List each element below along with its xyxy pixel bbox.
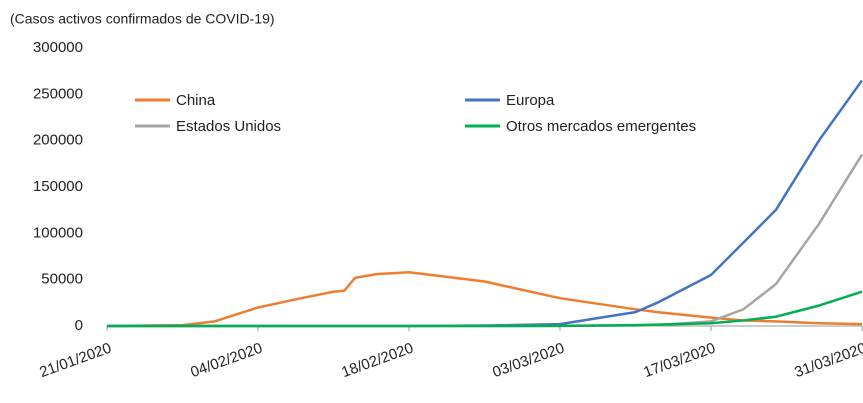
x-tick-label: 03/03/2020	[490, 340, 566, 382]
legend-label: Europa	[506, 92, 555, 109]
legend-label: Otros mercados emergentes	[506, 118, 696, 135]
x-tick-label: 04/02/2020	[188, 340, 264, 382]
line-series	[107, 153, 863, 328]
y-tick-label: 100000	[33, 224, 83, 241]
line-series	[107, 290, 863, 328]
x-tick-label: 17/03/2020	[641, 340, 717, 382]
y-tick-label: 0	[75, 317, 83, 334]
y-tick-label: 50000	[41, 271, 83, 288]
line-series	[106, 271, 863, 328]
legend-label: China	[176, 92, 216, 109]
chart-title: (Casos activos confirmados de COVID-19)	[10, 11, 275, 27]
y-tick-label: 250000	[33, 85, 83, 102]
x-tick-label: 21/01/2020	[37, 340, 113, 382]
y-tick-label: 300000	[33, 39, 83, 56]
y-tick-label: 200000	[33, 132, 83, 149]
x-tick-label: 18/02/2020	[339, 340, 415, 382]
x-tick-label: 31/03/2020	[792, 340, 863, 382]
y-tick-label: 150000	[33, 178, 83, 195]
legend-label: Estados Unidos	[176, 118, 281, 135]
